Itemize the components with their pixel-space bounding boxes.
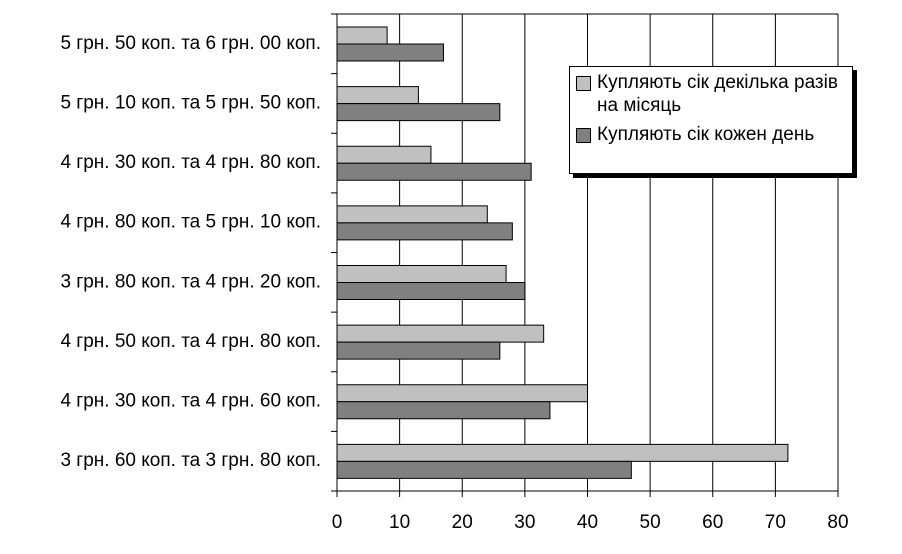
- y-tick-label: 3 грн. 60 коп. та 3 грн. 80 коп.: [60, 450, 321, 471]
- x-tick-label: 70: [765, 512, 786, 533]
- legend-label: Купляють сік кожен день: [597, 124, 815, 145]
- x-tick-label: 10: [389, 512, 410, 533]
- legend-swatch: [576, 128, 591, 143]
- x-tick-label: 40: [577, 512, 598, 533]
- y-tick-label: 5 грн. 10 коп. та 5 грн. 50 коп.: [60, 92, 321, 113]
- bar: [336, 282, 526, 300]
- bar: [336, 384, 588, 403]
- bar: [336, 324, 545, 343]
- bar: [336, 341, 501, 360]
- bar: [336, 222, 513, 241]
- legend-label: Купляють сік декілька разів на місяць: [597, 72, 838, 116]
- bar: [336, 103, 501, 122]
- legend: Купляють сік декілька разів на місяць Куп…: [569, 66, 853, 174]
- y-tick-label: 4 грн. 30 коп. та 4 грн. 60 коп.: [60, 391, 321, 412]
- bar: [336, 401, 551, 420]
- bar: [336, 162, 532, 181]
- legend-item: Купляють сік декілька разів на місяць: [576, 71, 846, 117]
- x-tick-label: 50: [640, 512, 661, 533]
- legend-item: Купляють сік кожен день: [576, 123, 846, 146]
- bar: [336, 43, 444, 62]
- bar: [336, 26, 388, 45]
- x-tick-label: 20: [452, 512, 473, 533]
- bar: [336, 145, 432, 164]
- x-tick-label: 30: [514, 512, 535, 533]
- bar: [336, 86, 419, 105]
- x-tick-label: 80: [827, 512, 848, 533]
- y-tick-label: 4 грн. 80 коп. та 5 грн. 10 коп.: [60, 212, 321, 233]
- y-tick-label: 5 грн. 50 коп. та 6 грн. 00 коп.: [60, 33, 321, 54]
- legend-swatch: [576, 76, 591, 91]
- x-tick-label: 60: [702, 512, 723, 533]
- y-tick-label: 4 грн. 30 коп. та 4 грн. 80 коп.: [60, 152, 321, 173]
- bar: [336, 460, 632, 479]
- y-tick-label: 3 грн. 80 коп. та 4 грн. 20 коп.: [60, 271, 321, 292]
- bar: [336, 265, 507, 283]
- bar: [336, 443, 789, 462]
- y-tick-label: 4 грн. 50 коп. та 4 грн. 80 коп.: [60, 331, 321, 352]
- x-tick-label: 0: [332, 512, 343, 533]
- bar: [336, 205, 488, 224]
